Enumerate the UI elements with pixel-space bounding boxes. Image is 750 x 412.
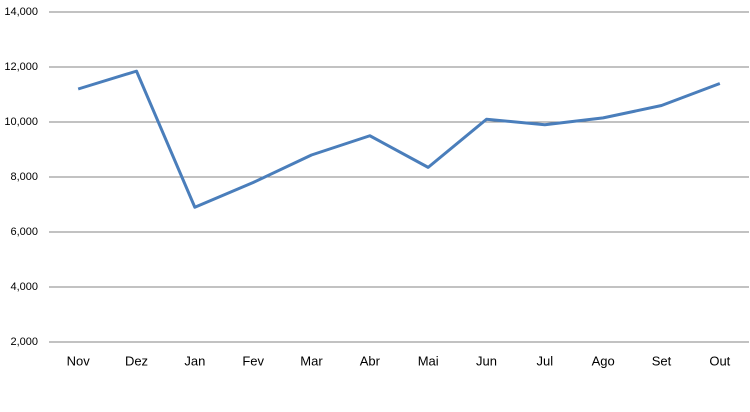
y-tick-label: 6,000 — [10, 226, 38, 238]
y-tick-label: 8,000 — [10, 171, 38, 183]
x-tick-label: Jan — [184, 353, 205, 368]
y-tick-label: 4,000 — [10, 281, 38, 293]
y-tick-label: 14,000 — [4, 6, 38, 18]
y-tick-label: 10,000 — [4, 116, 38, 128]
x-tick-label: Jun — [476, 353, 497, 368]
y-tick-label: 12,000 — [4, 61, 38, 73]
y-tick-label: 2,000 — [10, 336, 38, 348]
x-tick-label: Nov — [67, 353, 91, 368]
data-line — [77, 69, 721, 209]
x-tick-label: Abr — [360, 353, 381, 368]
x-tick-label: Dez — [125, 353, 148, 368]
x-tick-label: Set — [652, 353, 672, 368]
x-tick-label: Mai — [418, 353, 439, 368]
x-tick-label: Jul — [537, 353, 554, 368]
x-tick-label: Fev — [242, 353, 264, 368]
x-tick-label: Mar — [300, 353, 323, 368]
x-tick-label: Out — [709, 353, 730, 368]
x-tick-label: Ago — [592, 353, 615, 368]
